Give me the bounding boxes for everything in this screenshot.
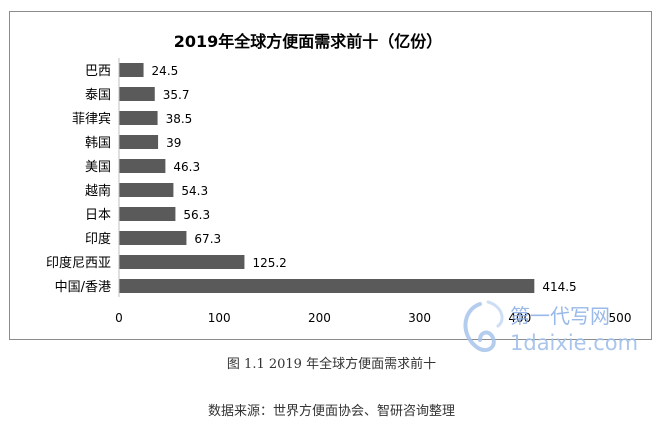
x-tick-label: 300 [408, 311, 431, 325]
watermark-swirl-icon [463, 302, 496, 353]
bar [119, 135, 159, 149]
bar [119, 87, 155, 101]
bar [119, 207, 176, 221]
x-tick-label: 200 [308, 311, 331, 325]
watermark-brand: 第一代写网 [510, 304, 610, 328]
bar-chart: 2019年全球方便面需求前十（亿份） 巴西泰国菲律宾韩国美国越南日本印度印度尼西… [46, 32, 631, 325]
value-label: 39 [166, 136, 181, 150]
bar [119, 279, 535, 293]
watermark-url: 1daixie.com [510, 331, 638, 355]
value-label: 38.5 [166, 112, 193, 126]
watermark: 第一代写网 1daixie.com [458, 296, 658, 360]
category-label: 菲律宾 [72, 111, 111, 127]
value-label: 54.3 [181, 184, 208, 198]
bar [119, 255, 245, 269]
value-label: 24.5 [152, 64, 179, 78]
value-label: 125.2 [252, 256, 286, 270]
source-caption: 数据来源：世界方便面协会、智研咨询整理 [207, 404, 455, 419]
category-label: 中国/香港 [55, 280, 111, 295]
value-label: 414.5 [542, 280, 576, 294]
category-label: 巴西 [85, 64, 111, 79]
value-label: 67.3 [194, 232, 221, 246]
category-label: 越南 [85, 183, 111, 199]
x-tick-label: 100 [208, 311, 231, 325]
x-tick-label: 500 [609, 311, 632, 325]
bars-layer [119, 63, 535, 293]
x-tick-label: 0 [115, 311, 123, 325]
bar [119, 111, 158, 125]
watermark-logo: 第一代写网 1daixie.com [463, 300, 638, 355]
value-labels: 24.5 35.7 38.5 39 46.3 54.3 56.3 67.3 125.2 414.5 [152, 64, 577, 294]
x-tick-label: 400 [508, 311, 531, 325]
category-label: 印度 [85, 231, 111, 247]
value-label: 46.3 [173, 160, 200, 174]
value-label: 56.3 [183, 208, 210, 222]
chart-title: 2019年全球方便面需求前十（亿份） [174, 32, 443, 51]
value-label: 35.7 [163, 88, 190, 102]
category-label: 韩国 [85, 136, 111, 151]
x-axis-ticks: 0 100 200 300 400 500 [115, 311, 631, 325]
bar [119, 183, 174, 197]
category-label: 美国 [85, 160, 111, 175]
category-label: 泰国 [85, 88, 111, 103]
category-label: 日本 [85, 208, 111, 223]
category-label: 印度尼西亚 [46, 255, 111, 271]
figure-caption: 图 1.1 2019 年全球方便面需求前十 [226, 357, 437, 372]
bar [119, 63, 144, 77]
bar [119, 159, 166, 173]
bar [119, 231, 187, 245]
